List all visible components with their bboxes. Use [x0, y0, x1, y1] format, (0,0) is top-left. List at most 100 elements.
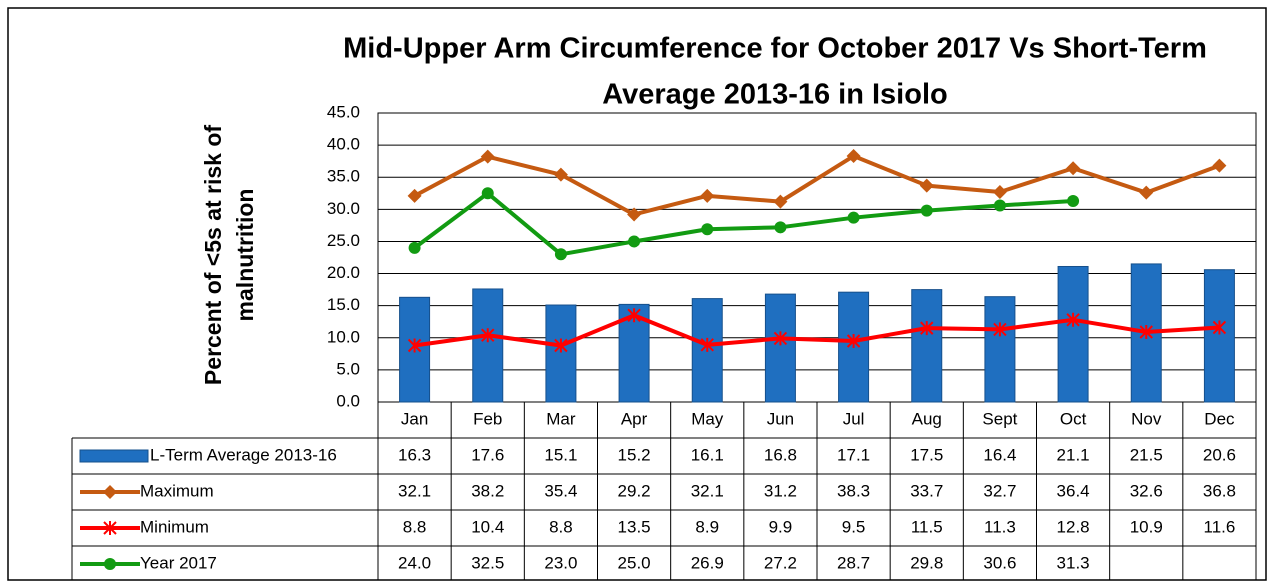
- y-axis-label-line: Percent of <5s at risk of: [200, 125, 226, 385]
- marker: [774, 221, 787, 234]
- bar: [1057, 265, 1089, 403]
- legend-label: Maximum: [140, 481, 214, 500]
- table-value: 8.8: [549, 517, 573, 536]
- table-value: 20.6: [1203, 445, 1236, 464]
- x-tick-label: Dec: [1204, 409, 1235, 428]
- table-value: 24.0: [398, 553, 431, 572]
- table-value: 8.8: [403, 517, 427, 536]
- line: [413, 191, 1074, 257]
- marker: [480, 149, 495, 164]
- bar: [545, 304, 577, 403]
- marker: [700, 337, 714, 352]
- marker: [1066, 161, 1081, 176]
- table-value: 32.6: [1130, 481, 1163, 500]
- marker: [1067, 194, 1080, 207]
- bar: [691, 298, 723, 403]
- y-tick-label: 25.0: [327, 231, 360, 250]
- table-value: 33.7: [910, 481, 943, 500]
- table-value: 15.2: [618, 445, 651, 464]
- marker: [992, 184, 1007, 199]
- marker: [103, 521, 117, 535]
- table-value: 23.0: [544, 553, 577, 572]
- marker: [773, 331, 788, 346]
- table-value: 17.1: [837, 445, 870, 464]
- marker: [919, 178, 934, 193]
- marker: [846, 149, 861, 164]
- table-value: 16.3: [398, 445, 431, 464]
- marker: [627, 207, 642, 222]
- table-value: 36.4: [1057, 481, 1090, 500]
- bar: [1203, 269, 1235, 403]
- table-value: 31.2: [764, 481, 797, 500]
- table-value: 38.2: [471, 481, 504, 500]
- table-value: 35.4: [544, 481, 577, 500]
- table-value: 32.7: [983, 481, 1016, 500]
- y-tick-label: 30.0: [327, 199, 360, 218]
- table-value: 26.9: [691, 553, 724, 572]
- chart-title: Mid-Upper Arm Circumference for October …: [343, 33, 1207, 65]
- table-value: 8.9: [695, 517, 719, 536]
- table-value: 17.5: [910, 445, 943, 464]
- marker: [993, 199, 1006, 212]
- legend-key: [79, 449, 149, 463]
- x-tick-label: Jul: [843, 409, 865, 428]
- table-value: 25.0: [618, 553, 651, 572]
- marker: [1139, 324, 1153, 339]
- table-value: 32.1: [398, 481, 431, 500]
- table-value: 9.5: [842, 517, 866, 536]
- bar: [764, 293, 796, 403]
- x-tick-label: Sept: [982, 409, 1017, 428]
- legend-label: Year 2017: [140, 553, 217, 572]
- marker: [481, 328, 495, 343]
- x-tick-label: Mar: [546, 409, 576, 428]
- chart-title: Average 2013-16 in Isiolo: [602, 79, 947, 111]
- marker: [847, 211, 860, 224]
- x-tick-label: Feb: [473, 409, 502, 428]
- x-tick-label: Jun: [767, 409, 794, 428]
- marker: [554, 248, 567, 261]
- line: [414, 313, 1220, 348]
- table-value: 16.4: [983, 445, 1016, 464]
- marker: [1212, 320, 1227, 335]
- marker: [407, 188, 422, 203]
- chart-border: [7, 7, 1267, 581]
- table-value: 9.9: [769, 517, 793, 536]
- marker: [920, 321, 934, 336]
- y-axis-label-line: malnutrition: [232, 189, 258, 322]
- x-tick-label: May: [691, 409, 724, 428]
- x-tick-label: Apr: [621, 409, 648, 428]
- bar: [472, 288, 504, 403]
- marker: [920, 204, 933, 217]
- y-tick-label: 15.0: [327, 295, 360, 314]
- y-tick-label: 35.0: [327, 167, 360, 186]
- table-value: 21.5: [1130, 445, 1163, 464]
- marker: [627, 308, 641, 323]
- marker: [773, 194, 788, 209]
- table-value: 15.1: [544, 445, 577, 464]
- table-value: 10.9: [1130, 517, 1163, 536]
- marker: [628, 235, 641, 248]
- table-value: 16.8: [764, 445, 797, 464]
- marker: [554, 338, 568, 353]
- y-tick-label: 0.0: [336, 391, 360, 410]
- table-value: 10.4: [471, 517, 504, 536]
- marker: [1066, 312, 1080, 327]
- marker: [103, 485, 117, 499]
- x-tick-label: Oct: [1060, 409, 1087, 428]
- table-value: 17.6: [471, 445, 504, 464]
- y-tick-label: 45.0: [327, 102, 360, 121]
- table-value: 11.6: [1204, 517, 1236, 536]
- table-value: 29.2: [618, 481, 651, 500]
- marker: [846, 333, 861, 348]
- x-tick-label: Jan: [401, 409, 428, 428]
- legend-label: Minimum: [140, 517, 209, 536]
- y-tick-label: 10.0: [327, 327, 360, 346]
- table-value: 32.1: [691, 481, 724, 500]
- table-value: 36.8: [1203, 481, 1236, 500]
- table-value: 21.1: [1057, 445, 1090, 464]
- marker: [993, 322, 1007, 337]
- table-value: 16.1: [691, 445, 724, 464]
- line: [413, 154, 1221, 217]
